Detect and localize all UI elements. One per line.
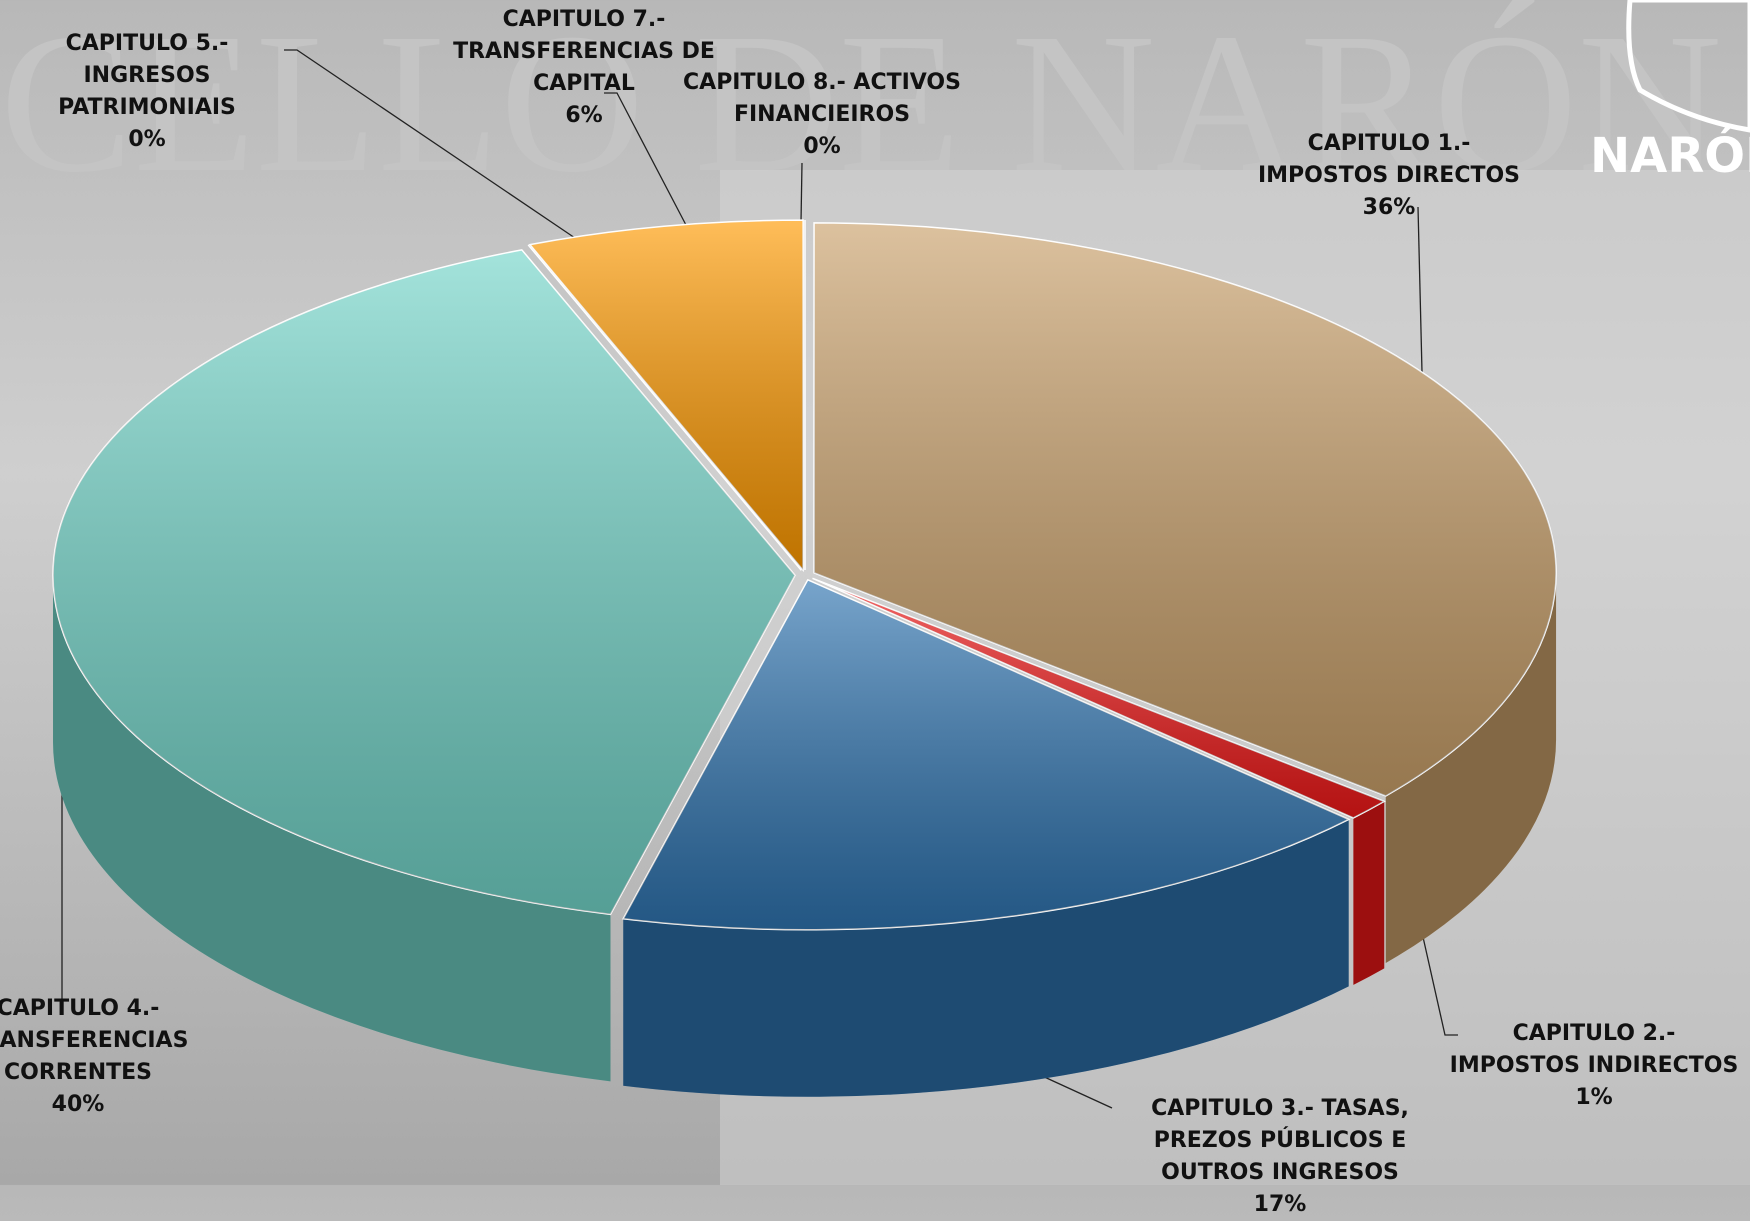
leader-line [1422, 936, 1458, 1036]
slice-wall [53, 575, 611, 1082]
slice-shade [812, 578, 1385, 818]
slice-shade [529, 220, 804, 571]
category-label: CAPITULO 7.- TRANSFERENCIAS DE CAPITAL [453, 7, 715, 96]
value-label: 6% [565, 103, 603, 128]
slice-wall-shade [53, 575, 611, 1082]
data-label: CAPITULO 3.- TASAS, PREZOS PÚBLICOS E OU… [1100, 1093, 1460, 1221]
leader-line [284, 49, 576, 239]
slice-wall [623, 819, 1349, 1097]
value-label: 40% [51, 1092, 105, 1117]
data-label: CAPITULO 4.- TRANSFERENCIAS CORRENTES 40% [0, 993, 248, 1121]
value-label: 1% [1575, 1085, 1613, 1110]
value-label: 0% [803, 134, 841, 159]
slice-wall [1385, 572, 1557, 963]
logo-shield [1626, 0, 1750, 133]
slice-wall [1353, 801, 1385, 985]
slice-shade [814, 222, 1557, 796]
chart: CELLO DE NARÓN [0, 0, 1750, 1185]
data-label: CAPITULO 5.- INGRESOS PATRIMONIAIS 0% [2, 28, 292, 156]
leader-line [1417, 206, 1423, 373]
value-label: 0% [128, 127, 166, 152]
logo-text: NARÓN [1590, 128, 1750, 184]
slice-wall-shade [1353, 801, 1385, 985]
leader-line [1039, 1074, 1113, 1109]
leader-line [604, 92, 687, 226]
data-label: CAPITULO 1.- IMPOSTOS DIRECTOS 36% [1239, 128, 1539, 224]
slice-wall-shade [623, 819, 1349, 1097]
leader-line [800, 162, 803, 223]
data-label: CAPITULO 2.- IMPOSTOS INDIRECTOS 1% [1449, 1018, 1739, 1114]
slice-walls [53, 572, 1557, 1097]
slice-shade [53, 249, 796, 915]
category-label: CAPITULO 1.- IMPOSTOS DIRECTOS [1257, 131, 1521, 188]
category-label: CAPITULO 8.- ACTIVOS FINANCIEIROS [683, 70, 961, 127]
category-label: CAPITULO 4.- TRANSFERENCIAS CORRENTES [0, 996, 189, 1085]
slice-wall-shade [1385, 572, 1557, 963]
value-label: 36% [1362, 195, 1416, 220]
data-label: CAPITULO 7.- TRANSFERENCIAS DE CAPITAL 6% [404, 4, 764, 132]
category-label: CAPITULO 3.- TASAS, PREZOS PÚBLICOS E OU… [1151, 1096, 1409, 1185]
category-label: CAPITULO 5.- INGRESOS PATRIMONIAIS [58, 31, 236, 120]
value-label: 17% [1253, 1192, 1307, 1217]
data-label: CAPITULO 8.- ACTIVOS FINANCIEIROS 0% [682, 67, 962, 163]
slice-shade [623, 579, 1349, 930]
slice-tops [52, 219, 1557, 931]
category-label: CAPITULO 2.- IMPOSTOS INDIRECTOS [1449, 1021, 1739, 1078]
